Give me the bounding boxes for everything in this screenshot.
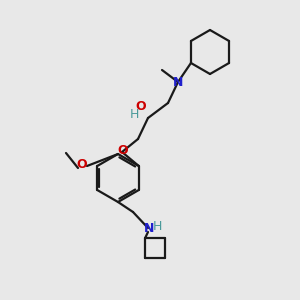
Text: N: N bbox=[144, 221, 154, 235]
Text: H: H bbox=[129, 109, 139, 122]
Text: O: O bbox=[77, 158, 87, 170]
Text: O: O bbox=[118, 143, 128, 157]
Text: O: O bbox=[136, 100, 146, 113]
Text: H: H bbox=[152, 220, 162, 233]
Text: N: N bbox=[173, 76, 183, 88]
